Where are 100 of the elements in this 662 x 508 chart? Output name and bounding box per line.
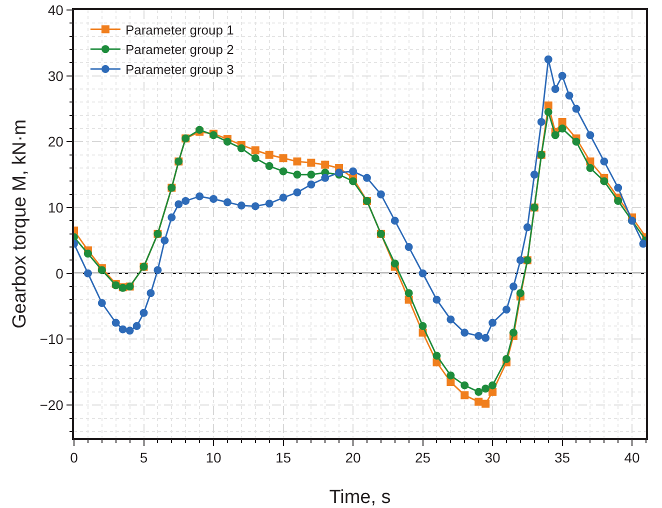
point: [558, 118, 566, 126]
point: [516, 256, 524, 264]
y-tick-label: 30: [48, 68, 64, 84]
x-tick-label: 40: [624, 450, 640, 466]
x-tick-label: 30: [484, 450, 501, 466]
x-tick-label: 10: [206, 450, 222, 466]
point: [168, 213, 176, 222]
x-tick-label: 20: [345, 450, 362, 466]
point: [376, 190, 385, 198]
point: [279, 154, 288, 162]
point: [196, 192, 204, 200]
point: [349, 167, 358, 176]
legend-label: Parameter group 3: [125, 62, 234, 78]
point: [586, 164, 594, 172]
point: [639, 240, 646, 248]
point: [544, 101, 552, 110]
point: [600, 177, 608, 186]
point: [558, 124, 566, 133]
point: [265, 200, 274, 208]
point: [474, 388, 483, 396]
point: [488, 318, 497, 327]
point: [362, 174, 371, 182]
point: [551, 85, 560, 94]
point: [418, 269, 427, 278]
point: [509, 328, 518, 337]
point: [293, 157, 302, 166]
point: [321, 160, 330, 169]
point: [502, 354, 510, 363]
point: [460, 391, 469, 400]
point: [565, 92, 574, 100]
x-tick-label: 35: [554, 450, 570, 466]
point: [84, 250, 92, 258]
point: [502, 306, 510, 314]
point: [544, 108, 552, 116]
point: [614, 196, 622, 205]
point: [223, 138, 232, 146]
point: [446, 371, 455, 380]
y-axis-title: Gearbox torque M, kN·m: [10, 119, 30, 329]
legend-label: Parameter group 2: [125, 42, 234, 58]
point: [223, 198, 232, 206]
point: [482, 400, 490, 408]
point: [614, 184, 622, 192]
point: [586, 131, 594, 140]
point: [460, 381, 469, 390]
point: [390, 260, 399, 268]
y-tick-label: −10: [40, 331, 64, 348]
point: [474, 398, 483, 406]
point: [482, 384, 490, 393]
y-tick-label: 10: [48, 199, 64, 216]
point: [279, 167, 288, 176]
point: [523, 223, 532, 232]
point: [321, 174, 330, 182]
point: [126, 326, 134, 335]
point: [118, 325, 127, 334]
x-tick-label: 0: [70, 450, 78, 466]
point: [572, 104, 580, 113]
point: [474, 332, 483, 340]
point: [251, 202, 260, 210]
point: [112, 318, 120, 327]
point: [174, 200, 183, 208]
point: [307, 180, 316, 188]
point: [146, 289, 155, 298]
point: [558, 72, 566, 80]
point: [265, 162, 274, 170]
x-tick-label: 15: [275, 450, 292, 466]
point: [460, 328, 469, 337]
y-tick-label: 0: [56, 265, 64, 282]
point: [293, 188, 302, 196]
point: [390, 216, 399, 225]
x-tick-label: 25: [414, 450, 431, 466]
point: [432, 296, 441, 304]
point: [349, 177, 358, 186]
point: [98, 299, 106, 308]
point: [160, 236, 169, 244]
point: [509, 282, 518, 291]
point: [488, 381, 497, 390]
point: [293, 170, 302, 179]
point: [516, 289, 524, 298]
point: [84, 269, 92, 278]
point: [265, 150, 274, 159]
point: [432, 352, 441, 360]
legend-label: Parameter group 1: [125, 22, 234, 38]
point: [154, 266, 162, 274]
point: [418, 322, 427, 330]
point: [237, 202, 246, 210]
point: [530, 170, 538, 179]
point: [404, 243, 413, 252]
point: [544, 55, 552, 64]
point: [279, 194, 288, 202]
point: [210, 194, 218, 203]
point: [307, 158, 316, 167]
point: [182, 196, 190, 205]
point: [404, 289, 413, 298]
point: [551, 131, 560, 140]
point: [140, 308, 148, 317]
point: [251, 154, 260, 162]
point: [482, 334, 490, 342]
point: [132, 322, 141, 330]
x-tick-label: 5: [140, 450, 148, 466]
y-tick-label: −20: [40, 396, 64, 413]
